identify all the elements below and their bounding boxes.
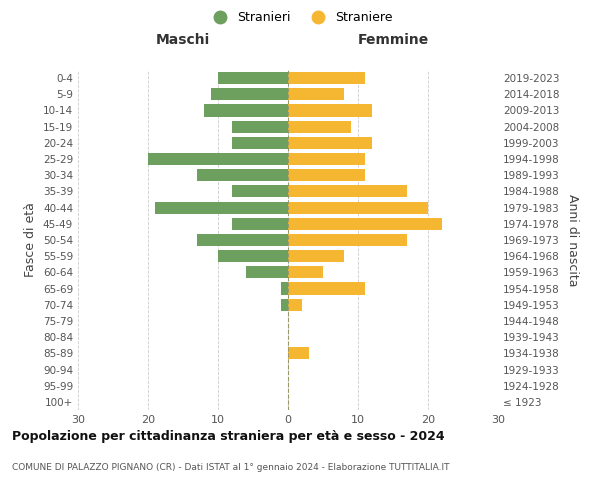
Text: Popolazione per cittadinanza straniera per età e sesso - 2024: Popolazione per cittadinanza straniera p…: [12, 430, 445, 443]
Bar: [288, 298, 302, 311]
Bar: [211, 88, 288, 101]
Bar: [232, 186, 288, 198]
Bar: [288, 88, 344, 101]
Bar: [288, 348, 309, 360]
Y-axis label: Fasce di età: Fasce di età: [25, 202, 37, 278]
Text: COMUNE DI PALAZZO PIGNANO (CR) - Dati ISTAT al 1° gennaio 2024 - Elaborazione TU: COMUNE DI PALAZZO PIGNANO (CR) - Dati IS…: [12, 462, 449, 471]
Bar: [288, 169, 365, 181]
Bar: [148, 153, 288, 165]
Bar: [288, 153, 365, 165]
Bar: [232, 218, 288, 230]
Text: Femmine: Femmine: [358, 34, 428, 48]
Bar: [204, 104, 288, 117]
Bar: [281, 298, 288, 311]
Y-axis label: Anni di nascita: Anni di nascita: [566, 194, 579, 286]
Bar: [288, 282, 365, 294]
Bar: [232, 120, 288, 132]
Bar: [288, 120, 351, 132]
Bar: [288, 250, 344, 262]
Bar: [281, 282, 288, 294]
Bar: [218, 250, 288, 262]
Bar: [197, 169, 288, 181]
Bar: [288, 186, 407, 198]
Bar: [197, 234, 288, 246]
Bar: [232, 137, 288, 149]
Bar: [246, 266, 288, 278]
Bar: [218, 72, 288, 84]
Bar: [288, 72, 365, 84]
Bar: [288, 234, 407, 246]
Bar: [288, 104, 372, 117]
Bar: [288, 202, 428, 213]
Bar: [155, 202, 288, 213]
Bar: [288, 218, 442, 230]
Legend: Stranieri, Straniere: Stranieri, Straniere: [202, 6, 398, 29]
Bar: [288, 266, 323, 278]
Bar: [288, 137, 372, 149]
Text: Maschi: Maschi: [156, 34, 210, 48]
